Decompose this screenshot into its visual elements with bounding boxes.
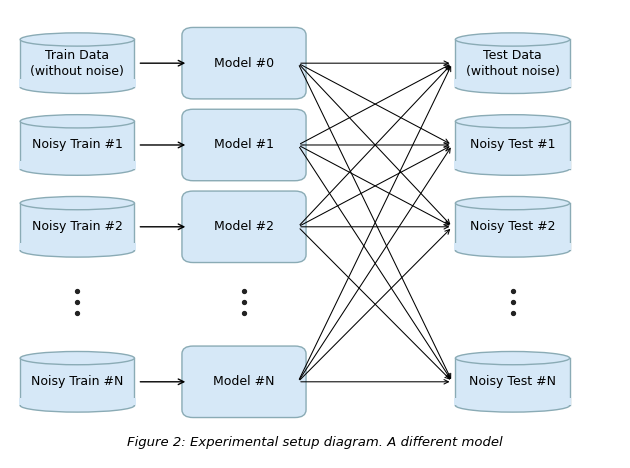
Bar [19, 80, 135, 87]
Bar [19, 243, 135, 250]
Bar [455, 121, 570, 168]
Ellipse shape [20, 197, 134, 210]
Bar [20, 39, 134, 87]
Ellipse shape [20, 351, 134, 365]
Text: Model #N: Model #N [213, 375, 275, 388]
Ellipse shape [455, 33, 570, 46]
Text: Noisy Train #2: Noisy Train #2 [32, 220, 123, 233]
Text: Test Data
(without noise): Test Data (without noise) [466, 49, 559, 78]
Bar [454, 243, 571, 250]
Ellipse shape [20, 244, 134, 257]
FancyBboxPatch shape [182, 28, 306, 99]
Ellipse shape [455, 197, 570, 210]
Text: Noisy Train #1: Noisy Train #1 [32, 139, 123, 152]
Bar [454, 80, 571, 87]
FancyBboxPatch shape [182, 191, 306, 263]
Text: Model #2: Model #2 [214, 220, 274, 233]
Text: Figure 2: Experimental setup diagram. A different model: Figure 2: Experimental setup diagram. A … [127, 436, 503, 448]
Ellipse shape [20, 162, 134, 176]
Bar [455, 203, 570, 250]
Text: Model #1: Model #1 [214, 139, 274, 152]
Bar [454, 398, 571, 405]
Ellipse shape [20, 80, 134, 94]
Ellipse shape [20, 33, 134, 46]
FancyBboxPatch shape [182, 346, 306, 417]
FancyBboxPatch shape [182, 109, 306, 181]
Ellipse shape [455, 80, 570, 94]
Text: Model #0: Model #0 [214, 57, 274, 70]
Text: Noisy Test #2: Noisy Test #2 [470, 220, 555, 233]
Bar [20, 121, 134, 168]
Text: Noisy Test #N: Noisy Test #N [469, 375, 556, 388]
Ellipse shape [455, 115, 570, 128]
Text: Train Data
(without noise): Train Data (without noise) [30, 49, 124, 78]
Bar [454, 161, 571, 168]
Ellipse shape [20, 399, 134, 412]
Bar [20, 358, 134, 405]
Bar [20, 203, 134, 250]
Ellipse shape [455, 351, 570, 365]
Bar [455, 39, 570, 87]
Text: Noisy Test #1: Noisy Test #1 [470, 139, 555, 152]
Bar [19, 161, 135, 168]
Ellipse shape [455, 399, 570, 412]
Ellipse shape [455, 244, 570, 257]
Ellipse shape [455, 162, 570, 176]
Bar [455, 358, 570, 405]
Ellipse shape [20, 115, 134, 128]
Bar [19, 398, 135, 405]
Text: Noisy Train #N: Noisy Train #N [31, 375, 123, 388]
